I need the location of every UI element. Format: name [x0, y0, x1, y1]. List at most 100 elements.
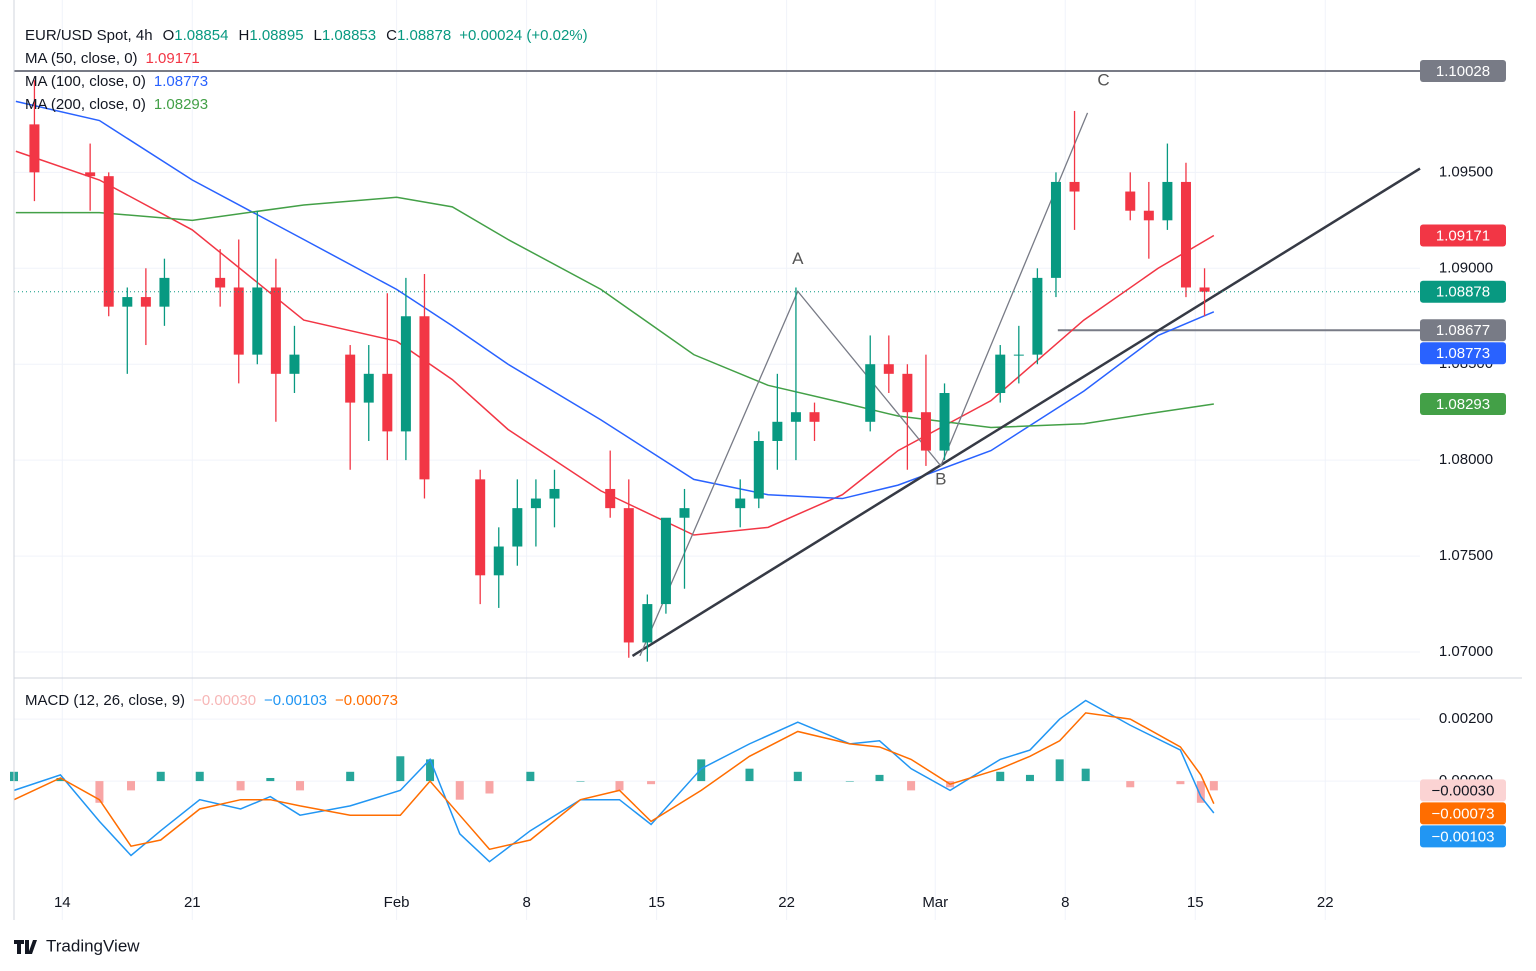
x-tick-label: 21 [184, 894, 201, 911]
ohlc-value: 1.08854 [174, 27, 228, 44]
x-tick-label: 15 [648, 894, 665, 911]
ohlc-key: C [386, 27, 397, 44]
price-tag-label: −0.00073 [1432, 805, 1495, 822]
y-tick-label: 1.09500 [1439, 163, 1493, 180]
ma-value: 1.09171 [146, 50, 200, 67]
histogram-bar [1081, 768, 1090, 782]
candle-body [1180, 181, 1191, 288]
brand: TradingView [14, 936, 140, 955]
candle-body [233, 287, 244, 355]
candle-body [735, 498, 746, 509]
candle-body [29, 124, 40, 173]
histogram-bar [697, 759, 706, 782]
macd-legend: MACD (12, 26, close, 9) −0.00030 −0.00103−… [25, 692, 398, 709]
ma-name: MA (50, close, 0) [25, 50, 138, 67]
candle-body [772, 421, 783, 441]
candle-body [363, 373, 374, 403]
macd-line [13, 712, 1215, 851]
histogram-bar [485, 781, 494, 794]
x-tick-label: Feb [384, 894, 410, 911]
price-tags: 1.10028 1.08677 1.08878 1.09171 1.08773 1.082… [1420, 60, 1506, 848]
price-tag: 1.09171 [1420, 224, 1506, 247]
candle-body [1069, 181, 1080, 192]
histogram-bar [576, 781, 585, 782]
wave-label: B [935, 469, 946, 488]
price-tag-box [1420, 280, 1506, 303]
candle-body [103, 176, 114, 307]
candle-body [512, 508, 523, 547]
histogram-bar [236, 781, 245, 791]
histogram-bar [346, 771, 355, 782]
plot: A B C [10, 70, 1421, 863]
candle-body [660, 517, 671, 605]
candle-body [623, 508, 634, 643]
price-tag-label: 1.09171 [1436, 227, 1490, 244]
price-tag: 1.10028 [1420, 60, 1506, 83]
candle-body [642, 604, 653, 643]
histogram-bar [195, 771, 204, 782]
candle-body [530, 498, 541, 509]
histogram-bar [615, 781, 624, 791]
price-tag-label: 1.08878 [1436, 284, 1490, 301]
candle-body [995, 354, 1006, 394]
price-tag: 1.08773 [1420, 342, 1506, 365]
candle-body [605, 488, 616, 509]
candle-body [1013, 354, 1024, 356]
candle-body [753, 440, 764, 499]
x-tick-label: 8 [1061, 894, 1069, 911]
x-tick-label: 8 [522, 894, 530, 911]
x-tick-label: 14 [54, 894, 71, 911]
candle-body [85, 172, 96, 177]
candle-body [122, 297, 133, 307]
histogram-bar [793, 771, 802, 782]
price-tag: 1.08677 [1420, 319, 1506, 342]
price-tag-box [1420, 224, 1506, 247]
y-tick-label: 1.09000 [1439, 259, 1493, 276]
candle-body [475, 479, 486, 576]
candle-body [1143, 210, 1154, 221]
histogram-bar [426, 759, 435, 782]
price-tag-label: −0.00103 [1432, 828, 1495, 845]
candle-body [252, 287, 263, 355]
legend: EUR/USD Spot, 4h O1.08854 H1.08895 L1.08853… [25, 27, 588, 709]
x-tick-label: Mar [922, 894, 948, 911]
candle-body [865, 364, 876, 422]
ma-name: MA (200, close, 0) [25, 96, 146, 113]
macd-value: −0.00103 [264, 692, 327, 709]
candle-body [920, 412, 931, 451]
candle-body [215, 277, 226, 288]
histogram-bar [296, 781, 305, 791]
price-tag: 1.08293 [1420, 392, 1506, 415]
candle-body [790, 412, 801, 422]
y-tick-label: 1.08000 [1439, 451, 1493, 468]
header: EUR/USD Spot, 4h O1.08854 H1.08895 L1.08853… [25, 27, 588, 44]
macd-tick-label: 0.00200 [1439, 710, 1493, 727]
histogram-bar [56, 777, 65, 782]
ma-legend: MA (100, close, 0) 1.08773 [25, 73, 208, 90]
ohlc-key: O [163, 27, 175, 44]
histogram-bar [875, 774, 884, 782]
brand-name: TradingView [46, 936, 140, 955]
histogram-bar [1025, 774, 1034, 782]
ma-legend: MA (50, close, 0) 1.09171 [25, 50, 200, 67]
histogram-bar [647, 781, 656, 785]
price-tag-box [1420, 825, 1506, 848]
candle-body [159, 277, 170, 307]
trendline [631, 167, 1421, 657]
candle-body [419, 316, 430, 480]
macd-line [13, 699, 1215, 863]
ohlc-key: L [314, 27, 322, 44]
price-tag-label: −0.00030 [1432, 782, 1495, 799]
histogram-bar [996, 771, 1005, 782]
price-tag-label: 1.10028 [1436, 63, 1490, 80]
ohlc-value: 1.08853 [322, 27, 376, 44]
macd-title: MACD (12, 26, close, 9) [25, 692, 185, 709]
histogram-bar [526, 771, 535, 782]
histogram-bar [1209, 781, 1218, 791]
candle-body [140, 297, 151, 307]
candle-body [493, 546, 504, 576]
ma-value: 1.08773 [154, 73, 208, 90]
candle-body [809, 412, 820, 422]
histogram-bar [1126, 781, 1135, 788]
